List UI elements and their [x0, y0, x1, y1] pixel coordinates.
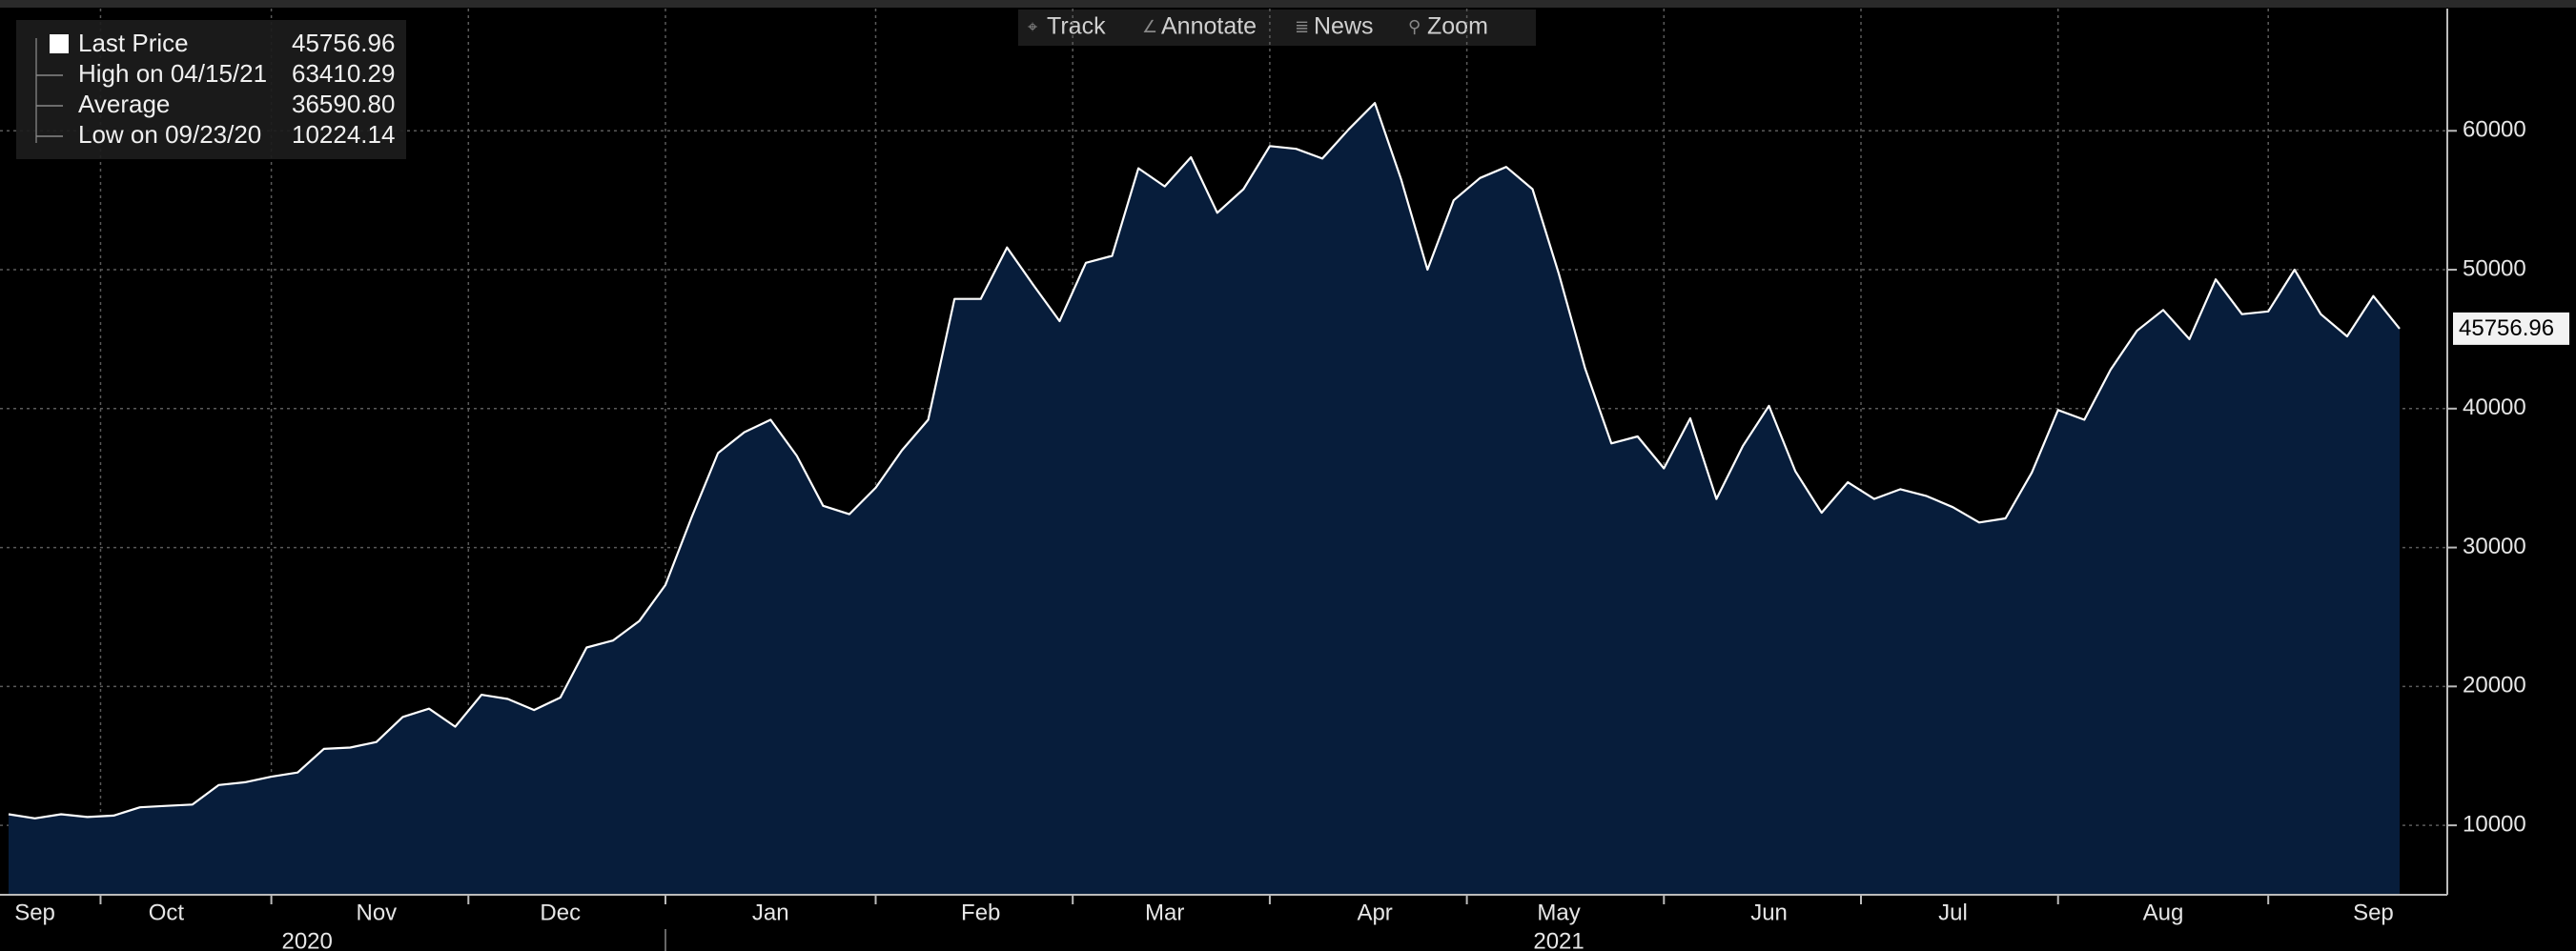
x-tick-label: Mar: [1145, 900, 1184, 925]
legend-swatch: [50, 34, 69, 53]
x-tick-label: Apr: [1357, 900, 1392, 925]
y-tick-label: 40000: [2463, 395, 2526, 420]
toolbar: ⌖ Track ∠ Annotate ≣ News ⚲ Zoom: [1018, 10, 1536, 46]
y-tick-label: 30000: [2463, 534, 2526, 559]
toolbar-button[interactable]: Track: [1047, 13, 1106, 40]
legend-name: Low on 09/23/20: [78, 120, 261, 149]
toolbar-bg: [1018, 10, 1536, 46]
legend-name: Average: [78, 90, 170, 118]
toolbar-icon: ⌖: [1028, 17, 1037, 36]
last-price-tag: [2453, 312, 2569, 345]
y-tick-label: 20000: [2463, 673, 2526, 698]
x-tick-label: Jan: [752, 900, 789, 925]
toolbar-button[interactable]: Zoom: [1427, 13, 1488, 40]
toolbar-icon: ⚲: [1408, 17, 1421, 36]
x-tick-label: Jul: [1938, 900, 1968, 925]
toolbar-button[interactable]: News: [1314, 13, 1374, 40]
legend-name: Last Price: [78, 29, 189, 57]
x-tick-label: Sep: [2353, 900, 2394, 925]
toolbar-icon: ≣: [1295, 17, 1309, 36]
x-tick-label: Jun: [1750, 900, 1788, 925]
x-tick-label: Feb: [961, 900, 1000, 925]
legend-name: High on 04/15/21: [78, 59, 267, 88]
year-label: 2020: [281, 928, 332, 951]
legend: Last Price 45756.96 High on 04/15/21 63410.…: [16, 20, 406, 159]
x-tick-label: Dec: [540, 900, 581, 925]
last-price-label: 45756.96: [2459, 315, 2554, 341]
toolbar-icon: ∠: [1142, 17, 1157, 36]
year-label: 2021: [1533, 928, 1584, 951]
legend-value: 10224.14: [292, 120, 395, 149]
legend-bg: [16, 20, 406, 159]
y-tick-label: 60000: [2463, 117, 2526, 143]
top-strip: [0, 0, 2576, 8]
area: [9, 103, 2400, 896]
legend-value: 36590.80: [292, 90, 395, 118]
x-tick-label: Oct: [149, 900, 185, 925]
x-tick-label: Sep: [14, 900, 55, 925]
x-tick-label: Aug: [2143, 900, 2184, 925]
toolbar-button[interactable]: Annotate: [1161, 13, 1257, 40]
y-tick-label: 10000: [2463, 811, 2526, 837]
legend-value: 45756.96: [292, 29, 395, 57]
price-line: [8, 102, 2401, 819]
legend-value: 63410.29: [292, 59, 395, 88]
x-tick-label: Nov: [357, 900, 398, 925]
y-tick-label: 50000: [2463, 255, 2526, 281]
x-tick-label: May: [1537, 900, 1580, 925]
